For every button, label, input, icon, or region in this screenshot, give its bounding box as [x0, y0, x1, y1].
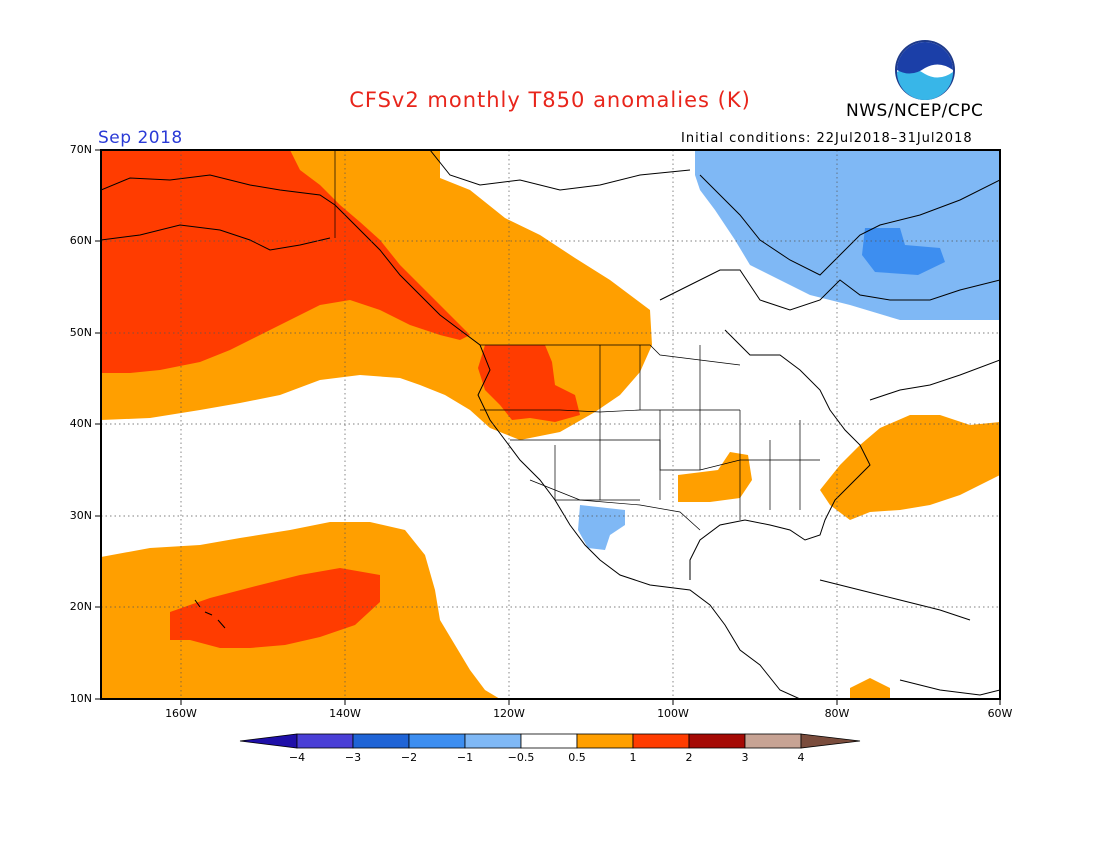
anomaly-blue-quebec — [862, 228, 945, 275]
colorbar-bin-4 — [464, 733, 522, 749]
colorbar-bin-5 — [520, 733, 578, 749]
lat-label: 10N — [69, 692, 92, 705]
lat-label: 20N — [69, 600, 92, 613]
colorbar-label: −0.5 — [507, 751, 535, 764]
anomaly-lightblue-hudson — [695, 150, 1000, 320]
lon-label: 160W — [165, 707, 197, 720]
anomaly-orange-atlantic — [820, 415, 1000, 520]
colorbar-bin-1 — [296, 733, 354, 749]
colorbar-bin-9 — [744, 733, 802, 749]
lat-label: 50N — [69, 326, 92, 339]
lat-label: 60N — [69, 234, 92, 247]
colorbar-bin-2 — [352, 733, 410, 749]
lon-label: 140W — [329, 707, 361, 720]
valid-month: Sep 2018 — [98, 128, 183, 148]
colorbar-bin-8 — [688, 733, 746, 749]
colorbar-label: 3 — [741, 751, 749, 764]
colorbar-bin-7 — [632, 733, 690, 749]
lon-label: 60W — [987, 707, 1013, 720]
agency-label: NWS/NCEP/CPC — [846, 101, 984, 121]
anomaly-orange-caribbean — [850, 678, 890, 699]
lon-label: 80W — [824, 707, 850, 720]
colorbar-label: −4 — [288, 751, 306, 764]
anomaly-red-alaska — [101, 150, 470, 373]
lat-label: 40N — [69, 417, 92, 430]
anomaly-lightblue-mexico — [578, 505, 625, 550]
anomaly-red-nw-us — [478, 345, 580, 422]
anomaly-red-hawaii — [170, 568, 380, 648]
colorbar-label: −2 — [400, 751, 418, 764]
colorbar-bin-0 — [239, 733, 298, 749]
lon-label: 120W — [493, 707, 525, 720]
colorbar-label: 2 — [685, 751, 693, 764]
colorbar-bin-6 — [576, 733, 634, 749]
lat-label: 70N — [69, 143, 92, 156]
colorbar-bin-10 — [800, 733, 861, 749]
lon-label: 100W — [657, 707, 689, 720]
map-title: CFSv2 monthly T850 anomalies (K) — [349, 88, 751, 112]
colorbar-label: −3 — [344, 751, 362, 764]
lat-label: 30N — [69, 509, 92, 522]
colorbar-label: 4 — [797, 751, 805, 764]
anomaly-orange-plains — [678, 452, 752, 502]
colorbar — [239, 733, 861, 749]
colorbar-label: 1 — [629, 751, 637, 764]
political-borders — [334, 150, 820, 531]
colorbar-label: −1 — [456, 751, 474, 764]
noaa-logo — [895, 40, 955, 100]
colorbar-label: 0.5 — [568, 751, 586, 764]
initial-conditions: Initial conditions: 22Jul2018–31Jul2018 — [681, 131, 973, 146]
graticule — [101, 150, 1000, 699]
axis-ticks — [95, 149, 1001, 705]
colorbar-bin-3 — [408, 733, 466, 749]
coastlines — [101, 150, 1000, 699]
